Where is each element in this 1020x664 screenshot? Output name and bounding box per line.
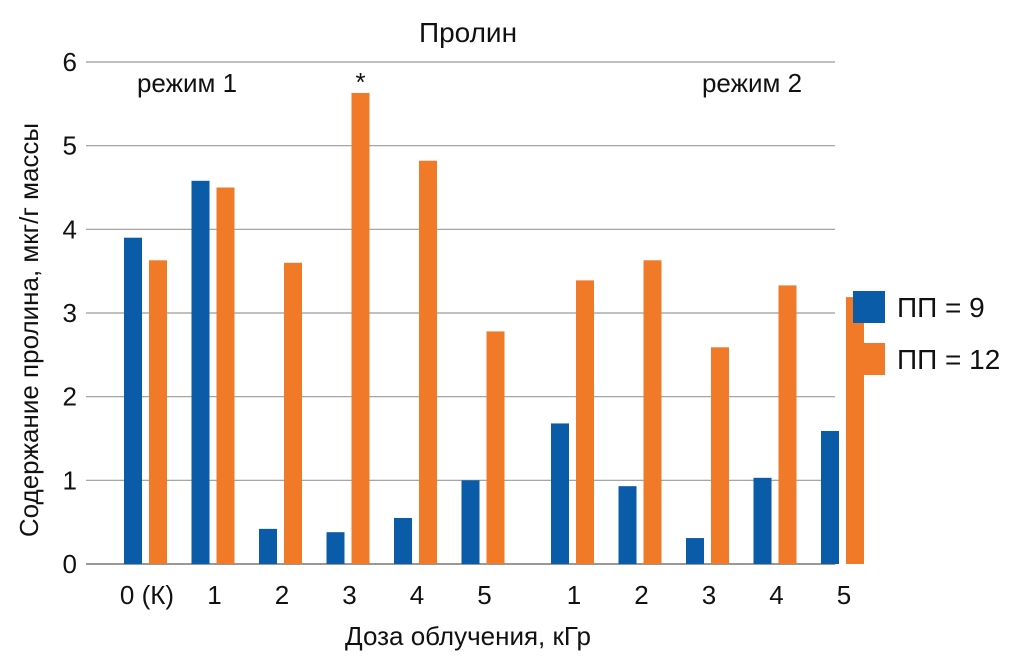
bar: [618, 486, 637, 564]
y-tick-label: 0: [63, 549, 77, 579]
bar: [216, 187, 235, 564]
legend-swatch: [853, 291, 885, 323]
x-tick-label: 4: [769, 580, 783, 610]
y-tick-label: 6: [63, 47, 77, 77]
y-tick-label: 2: [63, 382, 77, 412]
bar: [149, 260, 167, 564]
legend-label: ПП = 12: [897, 344, 1000, 375]
bar: [576, 280, 594, 564]
bar: [686, 538, 704, 564]
x-tick-label: 3: [702, 580, 716, 610]
x-tick-label: 1: [207, 580, 221, 610]
bar: [461, 480, 480, 564]
y-tick-label: 4: [63, 214, 77, 244]
x-tick-labels: 0 (К) 1 2 3 4 5 1 2 3 4 5: [120, 580, 851, 610]
chart-title: Пролин: [419, 17, 517, 48]
x-tick-label: 2: [634, 580, 648, 610]
bar: [551, 423, 569, 564]
bar: [846, 297, 864, 564]
bars: [124, 92, 864, 564]
bar: [486, 331, 505, 564]
y-axis-title: Содержание пролина, мкг/г массы: [14, 123, 44, 537]
group-label-regime-2: режим 2: [702, 68, 802, 98]
bar: [191, 180, 210, 564]
x-axis-title: Доза облучения, кГр: [345, 621, 591, 651]
bar: [326, 532, 345, 564]
x-tick-label: 1: [567, 580, 581, 610]
y-tick-label: 3: [63, 298, 77, 328]
x-tick-label: 3: [342, 580, 356, 610]
bar: [711, 347, 729, 564]
group-label-regime-1: режим 1: [137, 68, 237, 98]
y-tick-labels: 0 1 2 3 4 5 6: [63, 47, 77, 579]
annotations: *: [355, 67, 365, 97]
gridlines: [86, 61, 835, 565]
x-tick-label: 2: [275, 580, 289, 610]
bar: [394, 517, 412, 564]
y-tick-label: 1: [63, 465, 77, 495]
x-tick-label: 5: [477, 580, 491, 610]
bar: [643, 260, 662, 564]
x-tick-label: 5: [837, 580, 851, 610]
bar: [259, 528, 277, 564]
x-tick-label: 4: [410, 580, 424, 610]
bar: [778, 285, 797, 564]
legend-swatch: [853, 343, 885, 375]
legend: ПП = 9 ПП = 12: [853, 291, 1000, 375]
bar: [284, 262, 302, 564]
bar: [124, 237, 142, 564]
y-tick-label: 5: [63, 131, 77, 161]
significance-marker: *: [355, 67, 365, 97]
bar: [821, 430, 839, 564]
legend-label: ПП = 9: [897, 292, 985, 323]
bar: [419, 160, 437, 564]
x-tick-label: 0 (К): [120, 580, 174, 610]
bar: [753, 477, 772, 564]
bar: [351, 92, 370, 564]
